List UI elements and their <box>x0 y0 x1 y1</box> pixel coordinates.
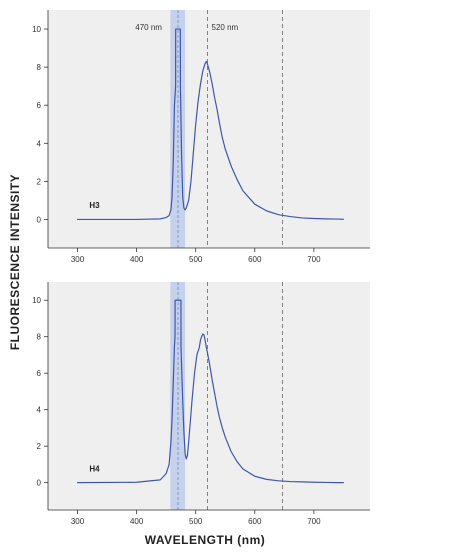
y-tick-label: 2 <box>37 442 42 451</box>
plot-area <box>48 10 370 248</box>
marker-label-470: 470 nm <box>135 23 162 32</box>
x-tick-label: 600 <box>248 517 262 526</box>
y-tick-label: 10 <box>32 25 41 34</box>
y-tick-label: 0 <box>37 215 42 224</box>
y-tick-label: 0 <box>37 479 42 488</box>
plot-area <box>48 282 370 510</box>
x-tick-label: 600 <box>248 255 262 264</box>
x-tick-label: 300 <box>71 517 85 526</box>
panel-h4: 0 2 4 6 8 10 300 400 500 600 700 H4 <box>32 282 370 526</box>
y-tick-label: 8 <box>37 333 42 342</box>
y-tick-label: 6 <box>37 101 42 110</box>
excitation-band <box>170 10 186 248</box>
y-tick-label: 2 <box>37 177 42 186</box>
x-tick-label: 500 <box>189 517 203 526</box>
x-tick-label: 300 <box>71 255 85 264</box>
series-line-h4 <box>76 299 345 484</box>
series-line-h3 <box>76 28 345 221</box>
x-tick-label: 500 <box>189 255 203 264</box>
y-axis-title: FLUORESCENCE INTENSITY <box>8 174 22 350</box>
x-tick-label: 400 <box>130 255 144 264</box>
y-tick-label: 4 <box>37 406 42 415</box>
panel-h3: 470 nm 520 nm 0 2 4 6 8 10 300 400 500 600 700 H3 <box>32 10 370 264</box>
y-tick-label: 6 <box>37 369 42 378</box>
y-tick-label: 10 <box>32 296 41 305</box>
x-tick-label: 700 <box>307 255 321 264</box>
x-tick-label: 400 <box>130 517 144 526</box>
x-tick-label: 700 <box>307 517 321 526</box>
marker-label-520: 520 nm <box>212 23 239 32</box>
y-tick-label: 8 <box>37 63 42 72</box>
y-tick-label: 4 <box>37 139 42 148</box>
series-label: H3 <box>89 201 100 210</box>
x-axis-title: WAVELENGTH (nm) <box>145 533 266 547</box>
series-label: H4 <box>89 465 100 474</box>
